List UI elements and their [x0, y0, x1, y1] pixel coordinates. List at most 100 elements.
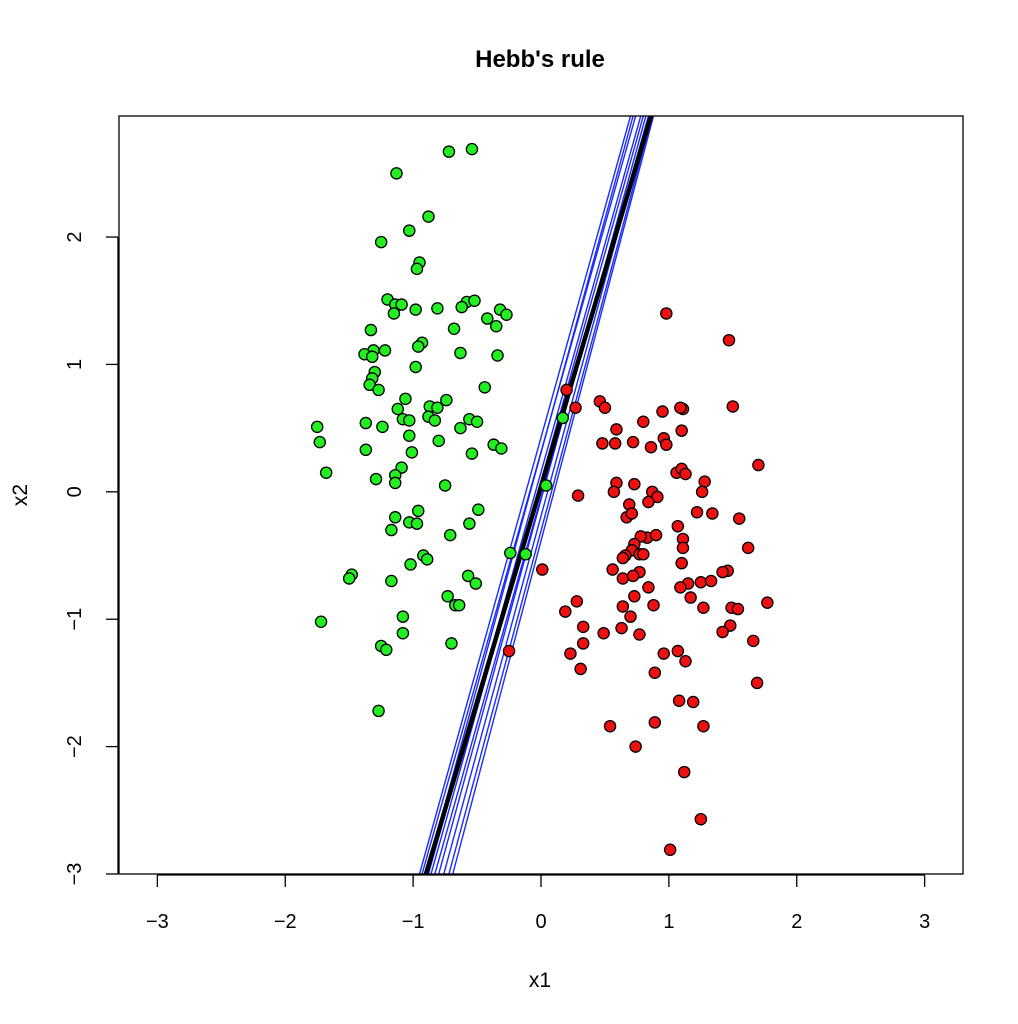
point-s1-44 — [741, 541, 755, 555]
point-s1-81 — [747, 634, 760, 648]
point-s1-79 — [597, 626, 610, 640]
point-s0-50 — [454, 421, 467, 435]
x-tick-label: 1 — [663, 911, 674, 933]
point-s1-38 — [671, 519, 685, 533]
point-s1-67 — [570, 595, 584, 608]
point-s0-83 — [441, 590, 454, 603]
point-s1-59 — [694, 576, 708, 589]
point-s0-82 — [469, 577, 483, 590]
point-s1-96 — [629, 740, 642, 753]
point-s1-0 — [660, 307, 673, 320]
point-s1-14 — [626, 435, 640, 449]
point-s0-88 — [396, 626, 410, 640]
point-s1-78 — [716, 625, 729, 639]
point-s0-72 — [385, 523, 398, 537]
point-s0-68 — [388, 511, 402, 524]
decision-boundary-final — [423, 116, 654, 874]
point-s0-16 — [387, 307, 401, 320]
point-s0-71 — [463, 517, 476, 530]
point-s1-72 — [731, 602, 745, 616]
point-s0-70 — [410, 517, 424, 530]
point-s1-99 — [663, 843, 677, 857]
point-s0-21 — [364, 323, 378, 337]
point-s1-32 — [571, 489, 585, 502]
point-s1-3 — [560, 383, 573, 397]
boundary-history-line-2 — [425, 116, 634, 874]
point-s1-10 — [637, 415, 650, 428]
point-s0-37 — [399, 392, 412, 406]
point-s1-19 — [752, 458, 765, 472]
point-s1-98 — [694, 812, 708, 826]
point-s1-27 — [607, 485, 621, 499]
point-s1-30 — [642, 495, 655, 509]
point-s0-56 — [495, 442, 508, 455]
point-s1-61 — [704, 574, 718, 588]
point-s0-67 — [472, 503, 485, 516]
point-s1-62 — [642, 581, 655, 594]
point-s1-95 — [697, 719, 710, 733]
point-s1-52 — [675, 556, 688, 570]
x-tick-label: 3 — [919, 911, 930, 933]
point-s1-73 — [559, 605, 572, 618]
point-s0-22 — [489, 319, 503, 333]
y-axis: −3 −2 −1 0 1 2 — [64, 231, 119, 885]
data-points — [310, 142, 774, 857]
point-s0-48 — [359, 416, 373, 430]
point-s1-18 — [608, 437, 622, 450]
point-s0-59 — [465, 447, 479, 460]
point-s0-86 — [396, 610, 410, 623]
point-s0-31 — [409, 360, 422, 374]
point-s1-89 — [648, 666, 662, 679]
point-s0-79 — [461, 569, 475, 583]
point-s0-45 — [403, 414, 416, 427]
point-s0-77 — [404, 558, 417, 571]
point-s1-66 — [761, 596, 774, 609]
point-s0-87 — [314, 615, 328, 629]
x-tick-label: 0 — [535, 911, 546, 933]
plot-frame — [118, 115, 964, 875]
point-s0-91 — [380, 643, 393, 657]
point-s1-74 — [624, 610, 637, 623]
point-s1-12 — [675, 424, 688, 437]
point-s0-0 — [442, 145, 456, 158]
point-s0-36 — [478, 381, 491, 394]
point-s0-81 — [385, 574, 398, 588]
chart-title: Hebb's rule — [475, 46, 605, 73]
point-s0-12 — [468, 294, 481, 307]
point-s0-80 — [342, 572, 356, 585]
x-tick-label: −3 — [146, 911, 169, 933]
point-s0-49 — [376, 420, 389, 434]
point-s0-15 — [455, 300, 468, 314]
point-s1-87 — [564, 647, 577, 660]
y-tick-label: 0 — [64, 486, 86, 497]
point-s0-63 — [369, 472, 383, 486]
point-s0-73 — [443, 528, 457, 542]
point-s1-46 — [676, 541, 690, 555]
point-s1-6 — [569, 401, 582, 414]
point-s0-26 — [378, 344, 392, 357]
point-s0-89 — [445, 637, 458, 650]
point-s1-90 — [750, 676, 764, 690]
y-tick-label: −2 — [64, 735, 86, 758]
point-s1-9 — [674, 401, 687, 414]
point-s1-55 — [716, 565, 729, 579]
point-s1-93 — [648, 716, 662, 729]
point-s0-52 — [313, 435, 327, 449]
point-s1-58 — [626, 569, 640, 583]
point-s1-77 — [615, 621, 628, 635]
point-s0-74 — [504, 546, 517, 560]
point-s0-51 — [310, 420, 324, 434]
point-s1-34 — [706, 507, 719, 520]
point-s0-4 — [403, 224, 416, 237]
point-s1-85 — [679, 655, 692, 668]
point-s0-29 — [454, 346, 467, 360]
x-tick-label: 2 — [791, 911, 802, 933]
x-tick-label: −1 — [402, 911, 425, 933]
point-s1-63 — [674, 581, 687, 594]
y-axis-label: x2 — [9, 484, 32, 506]
point-s0-92 — [372, 704, 385, 718]
y-tick-label: 1 — [64, 359, 86, 370]
point-s1-80 — [633, 628, 646, 641]
point-s0-61 — [319, 466, 333, 479]
point-s0-47 — [470, 415, 484, 428]
